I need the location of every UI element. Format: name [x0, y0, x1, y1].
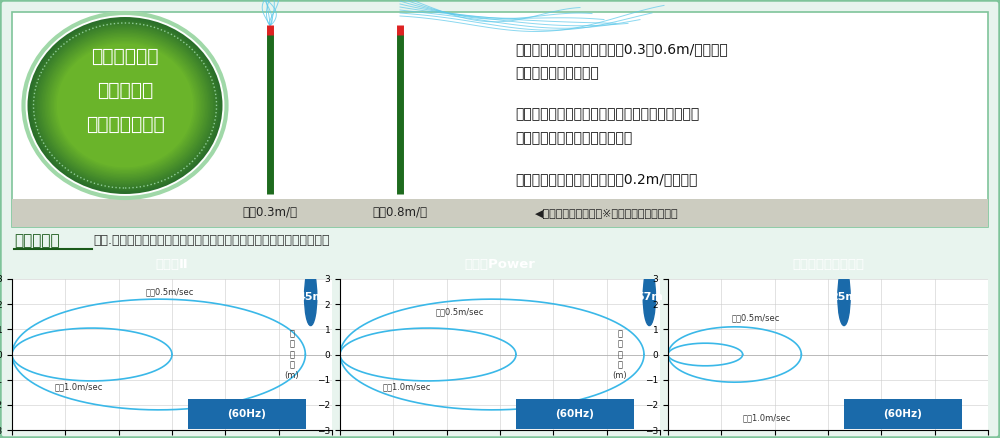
Ellipse shape	[52, 39, 198, 172]
FancyBboxPatch shape	[0, 0, 1000, 438]
Circle shape	[838, 268, 850, 325]
Ellipse shape	[51, 38, 199, 173]
Ellipse shape	[44, 32, 206, 179]
Text: 風速0.5m/sec: 風速0.5m/sec	[145, 287, 194, 296]
Text: 風速1.0m/sec: 風速1.0m/sec	[743, 413, 791, 422]
Ellipse shape	[40, 28, 210, 183]
Ellipse shape	[37, 25, 213, 186]
Text: 風速1.0m/sec: 風速1.0m/sec	[55, 383, 103, 392]
Text: 風来望ジュニアプロ: 風来望ジュニアプロ	[792, 258, 864, 272]
Ellipse shape	[29, 18, 221, 193]
Text: 風速0.5m/sec: 風速0.5m/sec	[436, 307, 484, 316]
Ellipse shape	[32, 21, 218, 190]
Y-axis label: 広
が
り
幅
(m): 広 が り 幅 (m)	[613, 329, 627, 380]
FancyBboxPatch shape	[844, 399, 962, 429]
Text: 作物に適正と言われる風速は0.3～0.6m/秒の風が
良いとされています。: 作物に適正と言われる風速は0.3～0.6m/秒の風が 良いとされています。	[515, 42, 728, 80]
Ellipse shape	[46, 34, 204, 177]
Text: 光合成促進に
最適な風の
簡単な見分け方: 光合成促進に 最適な風の 簡単な見分け方	[86, 47, 164, 134]
Text: 湯のみの湯気が昇る風速が約0.2m/秒です。: 湯のみの湯気が昇る風速が約0.2m/秒です。	[515, 172, 697, 186]
Text: 風速0.8m/秒: 風速0.8m/秒	[372, 206, 428, 219]
Ellipse shape	[35, 24, 215, 187]
Text: 45m: 45m	[297, 292, 324, 302]
Text: ◀線香の煙（参考図）※あくまでも参考です。: ◀線香の煙（参考図）※あくまでも参考です。	[535, 208, 679, 218]
Ellipse shape	[34, 23, 216, 188]
Text: 風速0.3m/秒: 風速0.3m/秒	[242, 206, 298, 219]
Text: 風速0.5m/sec: 風速0.5m/sec	[732, 314, 780, 322]
Text: (60Hz): (60Hz)	[555, 409, 594, 419]
Circle shape	[305, 268, 317, 325]
Ellipse shape	[55, 42, 195, 169]
Text: (60Hz): (60Hz)	[227, 409, 266, 419]
Ellipse shape	[54, 41, 196, 170]
Text: 参考までに線香の煙が横に流れたら強すぎます。
多少ゆれる程度がベストです。: 参考までに線香の煙が横に流れたら強すぎます。 多少ゆれる程度がベストです。	[515, 107, 699, 145]
Text: （注.ハウスの形状・中の作物の状態により下図の値は変化します。）: （注.ハウスの形状・中の作物の状態により下図の値は変化します。）	[93, 234, 330, 247]
Ellipse shape	[41, 30, 209, 181]
Ellipse shape	[38, 27, 212, 184]
Ellipse shape	[28, 17, 222, 194]
Ellipse shape	[31, 20, 219, 191]
FancyBboxPatch shape	[516, 399, 634, 429]
Y-axis label: 広
が
り
幅
(m): 広 が り 幅 (m)	[285, 329, 299, 380]
Ellipse shape	[43, 31, 207, 180]
Text: 設置参考表: 設置参考表	[14, 233, 60, 248]
Text: (60Hz): (60Hz)	[883, 409, 922, 419]
Ellipse shape	[57, 43, 193, 167]
Text: 風来望Ⅱ: 風来望Ⅱ	[156, 258, 188, 272]
FancyBboxPatch shape	[188, 399, 306, 429]
Text: 25m: 25m	[831, 292, 857, 302]
Ellipse shape	[48, 35, 202, 176]
Text: 57m: 57m	[636, 292, 663, 302]
Bar	[12, 12, 988, 227]
Text: 風来望Power: 風来望Power	[465, 258, 535, 272]
Text: 風速1.0m/sec: 風速1.0m/sec	[383, 383, 431, 392]
Circle shape	[643, 268, 655, 325]
Bar	[12, 199, 988, 227]
Ellipse shape	[49, 36, 201, 174]
